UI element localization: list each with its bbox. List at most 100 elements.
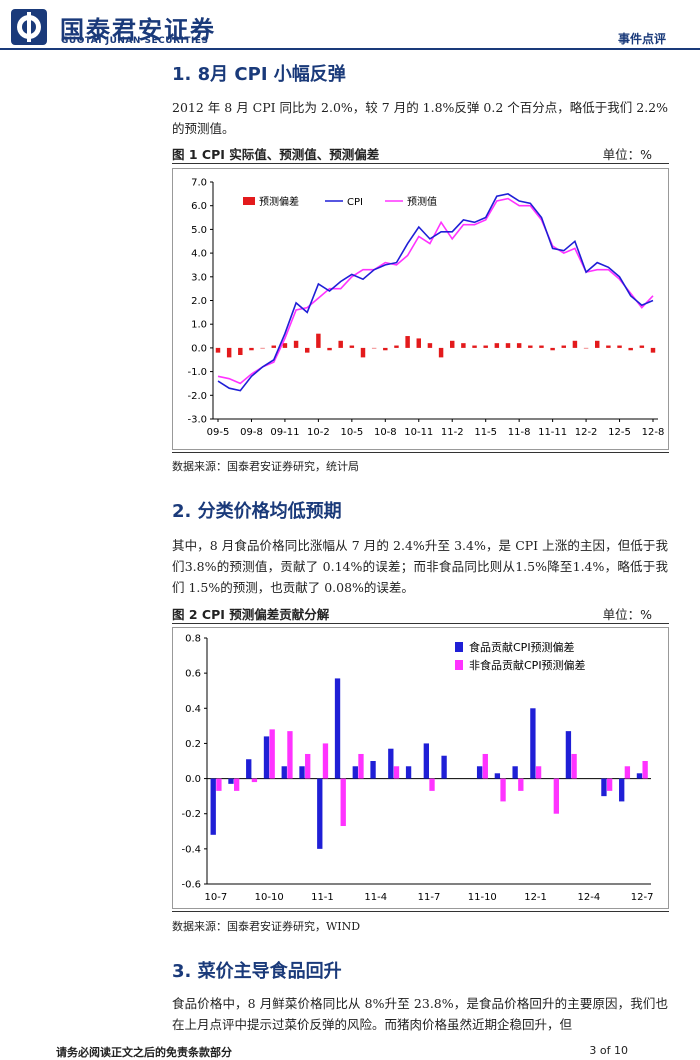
section-paragraph-2: 其中，8 月食品价格同比涨幅从 7 月的 2.4%升至 3.4%，是 CPI 上… [172,538,668,595]
section-title-1: 1. 8月 CPI 小幅反弹 [172,64,346,85]
deviation-bar [427,343,433,348]
food-bar [352,766,358,779]
x-tick-label: 09-11 [270,427,299,438]
legend-label-deviation: 预测偏差 [259,195,299,208]
page-number: 3 of 10 [589,1044,628,1057]
nonfood-bar [571,753,577,779]
nonfood-bar [535,766,542,779]
deviation-bar [583,347,589,349]
y-tick-label: -3.0 [187,415,207,426]
x-tick-label: 10-2 [307,427,330,438]
food-bar [388,748,394,779]
nonfood-bar [322,743,329,779]
food-bar [476,766,483,779]
food-bar [299,766,305,779]
x-tick-label: 10-8 [374,427,397,438]
x-tick-label: 12-8 [642,427,665,438]
deviation-bar [472,345,477,348]
y-tick-label: -1.0 [187,367,207,378]
x-tick-label: 11-11 [538,427,567,438]
deviation-bar [528,345,533,348]
nonfood-bar [624,766,631,779]
x-tick-label: 10-5 [340,427,363,438]
food-bar [281,766,287,779]
deviation-bar [516,343,522,348]
deviation-bar [639,345,645,348]
section-paragraph-1: 2012 年 8 月 CPI 同比为 2.0%，较 7 月的 1.8%反弹 0.… [172,100,668,136]
nonfood-bar [606,778,613,791]
document-type: 事件点评 [617,32,666,46]
deviation-bar [483,345,488,348]
y-tick-label: 4.0 [191,249,207,260]
deviation-bar [438,347,444,358]
deviation-bar-chart: 0.8 0.6 0.4 0.2 0.0 -0.2 -0.4 -0.6 10-7 10-10 11-1… [181,634,654,904]
deviation-bar [215,347,221,353]
company-name-cn: 国泰君安证券 [60,16,216,44]
x-tick-label: 10-7 [205,892,228,903]
y-tick-label: 3.0 [191,272,207,283]
y-tick-label: -0.6 [181,880,201,891]
deviation-bar [238,347,243,356]
legend-label-food: 食品贡献CPI预测偏差 [469,640,575,654]
food-bar [512,766,518,779]
deviation-bar [628,347,633,351]
deviation-bar [650,347,656,353]
cpi-line-chart: 7.0 6.0 5.0 4.0 3.0 2.0 1.0 0.0 -1.0 -2.0 -3.009-5… [187,178,665,439]
figure-2-chart: 0.8 0.6 0.4 0.2 0.0 -0.2 -0.4 -0.6 10-7 10-10 11-1… [172,627,669,909]
nonfood-bar [553,778,560,814]
figure-1-bottom-rule [172,452,669,453]
deviation-bar [617,345,622,348]
company-name-en: GUOTAI JUNAN SECURITIES [61,36,209,46]
y-tick-label: 2.0 [191,296,207,307]
deviation-bar [461,343,466,348]
figure-1-rule [172,163,669,164]
x-tick-label: 12-7 [631,892,654,903]
nonfood-bar [500,778,506,802]
x-tick-label: 09-8 [240,427,263,438]
food-bar [423,743,429,779]
figure-1-source: 数据来源：国泰君安证券研究，统计局 [172,460,359,473]
deviation-bar [371,347,377,349]
deviation-bar [505,343,511,348]
food-bar [441,755,447,779]
legend-label-nonfood: 非食品贡献CPI预测偏差 [469,658,586,672]
section-title-3: 3. 菜价主导食品回升 [172,961,342,982]
y-tick-label: 0.0 [191,343,207,354]
nonfood-bar [287,731,293,779]
x-tick-label: 11-10 [468,892,497,903]
y-tick-label: 0.2 [185,739,201,750]
nonfood-bar [358,753,364,779]
deviation-bar [360,347,366,358]
x-tick-label: 12-5 [608,427,631,438]
x-tick-label: 11-7 [418,892,441,903]
x-tick-label: 09-5 [207,427,230,438]
y-tick-label: 1.0 [191,320,207,331]
x-tick-label: 10-10 [255,892,284,903]
deviation-bar [550,347,555,351]
deviation-bar [539,345,544,348]
company-logo-icon [11,9,47,45]
y-tick-label: 6.0 [191,201,207,212]
deviation-bar [405,336,410,348]
deviation-bar [606,345,611,348]
nonfood-bar [340,778,346,827]
y-tick-label: -2.0 [187,391,207,402]
nonfood-bar [269,729,275,779]
section-title-2: 2. 分类价格均低预期 [172,501,342,522]
y-tick-label: 0.0 [185,774,201,785]
deviation-bar [305,347,310,353]
figure-2-source: 数据来源：国泰君安证券研究，WIND [172,920,361,933]
page-header: 国泰君安证券 GUOTAI JUNAN SECURITIES 事件点评 [0,0,700,48]
nonfood-bar [642,761,648,779]
x-tick-label: 11-4 [364,892,387,903]
y-tick-label: 7.0 [191,178,207,189]
nonfood-bar [233,778,240,791]
deviation-bar [494,343,500,348]
legend-label-forecast: 预测值 [407,195,437,208]
section-paragraph-3: 食品价格中，8 月鲜菜价格同比从 8%升至 23.8%，是食品价格回升的主要原因… [172,996,668,1032]
cpi-line [217,193,654,392]
deviation-bar [416,338,421,348]
nonfood-bar [251,778,258,783]
food-bar [565,731,572,779]
figure-1-title: 图 1 CPI 实际值、预测值、预测偏差 [172,147,380,162]
